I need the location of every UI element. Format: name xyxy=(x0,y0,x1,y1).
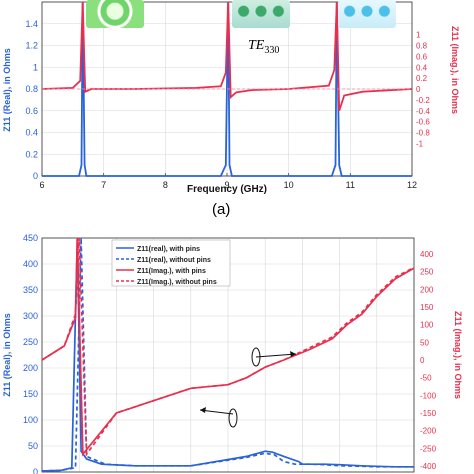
y-right-tick-label: -0.8 xyxy=(416,129,430,138)
legend-entry: Z11(real), with pins xyxy=(137,246,200,253)
y-left-tick-label: 300 xyxy=(23,311,38,321)
y-left-tick-label: 1.2 xyxy=(25,41,38,51)
y-right-tick-label: -150 xyxy=(420,409,437,418)
annotation-arrow xyxy=(199,409,234,415)
y-left-tick-label: 0.2 xyxy=(25,149,38,159)
legend-entry: Z11(Imag.), without pins xyxy=(137,279,217,286)
y-right-axis-label: Z11 (Imag.), in Ohms xyxy=(453,311,463,399)
series-line xyxy=(41,237,414,472)
y-right-tick-label: 200 xyxy=(420,285,434,294)
y-left-tick-label: 1 xyxy=(33,62,38,72)
y-right-tick-label: 50 xyxy=(420,338,429,347)
y-left-tick-label: 150 xyxy=(23,389,38,399)
y-right-tick-label: 0.2 xyxy=(416,74,428,83)
mode-annotation: TE330 xyxy=(248,38,280,56)
y-left-tick-label: 50 xyxy=(28,441,38,451)
annotation-ellipse xyxy=(228,408,238,428)
x-tick-label: 10 xyxy=(284,180,294,190)
y-right-tick-label: -0.6 xyxy=(416,118,430,127)
y-right-tick-label: 150 xyxy=(420,303,434,312)
y-left-tick-label: 100 xyxy=(23,415,38,425)
y-right-tick-label: -200 xyxy=(420,427,437,436)
y-right-tick-label: 0.8 xyxy=(416,42,428,51)
y-left-tick-label: 400 xyxy=(23,259,38,269)
y-right-tick-label: 0.4 xyxy=(416,63,428,72)
y-right-axis-label: Z11 (Imag.), in Ohms xyxy=(450,26,460,114)
mode-field-thumbnail xyxy=(232,0,290,28)
y-left-tick-label: 200 xyxy=(23,363,38,373)
y-left-tick-label: 0.4 xyxy=(25,128,38,138)
y-left-tick-label: 0 xyxy=(33,171,38,181)
y-right-tick-label: 0.6 xyxy=(416,52,428,61)
y-left-tick-label: 350 xyxy=(23,285,38,295)
y-left-tick-label: 0.6 xyxy=(25,106,38,116)
y-left-tick-label: 0 xyxy=(33,467,38,474)
series-line xyxy=(41,237,415,457)
y-right-tick-label: -50 xyxy=(420,374,432,383)
x-tick-label: 9 xyxy=(224,180,229,190)
y-right-tick-label: -0.4 xyxy=(416,107,430,116)
y-right-tick-label: -0.2 xyxy=(416,96,430,105)
y-right-tick-label: -1 xyxy=(416,139,424,148)
y-right-tick-label: -100 xyxy=(420,391,437,400)
series-line xyxy=(41,1,413,111)
annotation-arrow xyxy=(255,353,297,358)
legend-entry: Z11(Imag.), with pins xyxy=(137,268,206,275)
series-line xyxy=(41,237,414,472)
y-left-tick-label: 1.4 xyxy=(25,19,38,29)
x-axis-label: Frequency (GHz) xyxy=(187,184,267,195)
annotation-arrowhead xyxy=(290,351,296,357)
y-right-tick-label: 1 xyxy=(416,31,421,40)
x-tick-label: 12 xyxy=(407,180,417,190)
x-tick-label: 6 xyxy=(39,180,44,190)
y-right-tick-label: 0 xyxy=(420,356,425,365)
x-tick-label: 8 xyxy=(163,180,168,190)
y-right-tick-label: 250 xyxy=(420,268,434,277)
mode-field-thumbnail xyxy=(338,0,396,28)
y-right-tick-label: -250 xyxy=(420,444,437,453)
y-left-axis-label: Z11 (Real), in Ohms xyxy=(2,313,12,397)
panel-label: (a) xyxy=(212,201,231,218)
x-tick-label: 7 xyxy=(101,180,106,190)
y-right-tick-label: 0 xyxy=(416,85,421,94)
y-right-tick-label: -400 xyxy=(420,462,437,471)
y-left-axis-label: Z11 (Real), in Ohms xyxy=(2,48,12,132)
y-left-tick-label: 450 xyxy=(23,233,38,243)
legend-entry: Z11(real), without pins xyxy=(137,257,211,264)
y-right-tick-label: 100 xyxy=(420,321,434,330)
x-tick-label: 11 xyxy=(346,180,355,190)
annotation-arrowhead xyxy=(200,407,206,413)
y-left-tick-label: 250 xyxy=(23,337,38,347)
y-right-tick-label: 400 xyxy=(420,250,434,259)
y-left-tick-label: 0.8 xyxy=(25,84,38,94)
mode-field-thumbnail xyxy=(86,0,144,28)
plot-frame xyxy=(41,237,415,473)
